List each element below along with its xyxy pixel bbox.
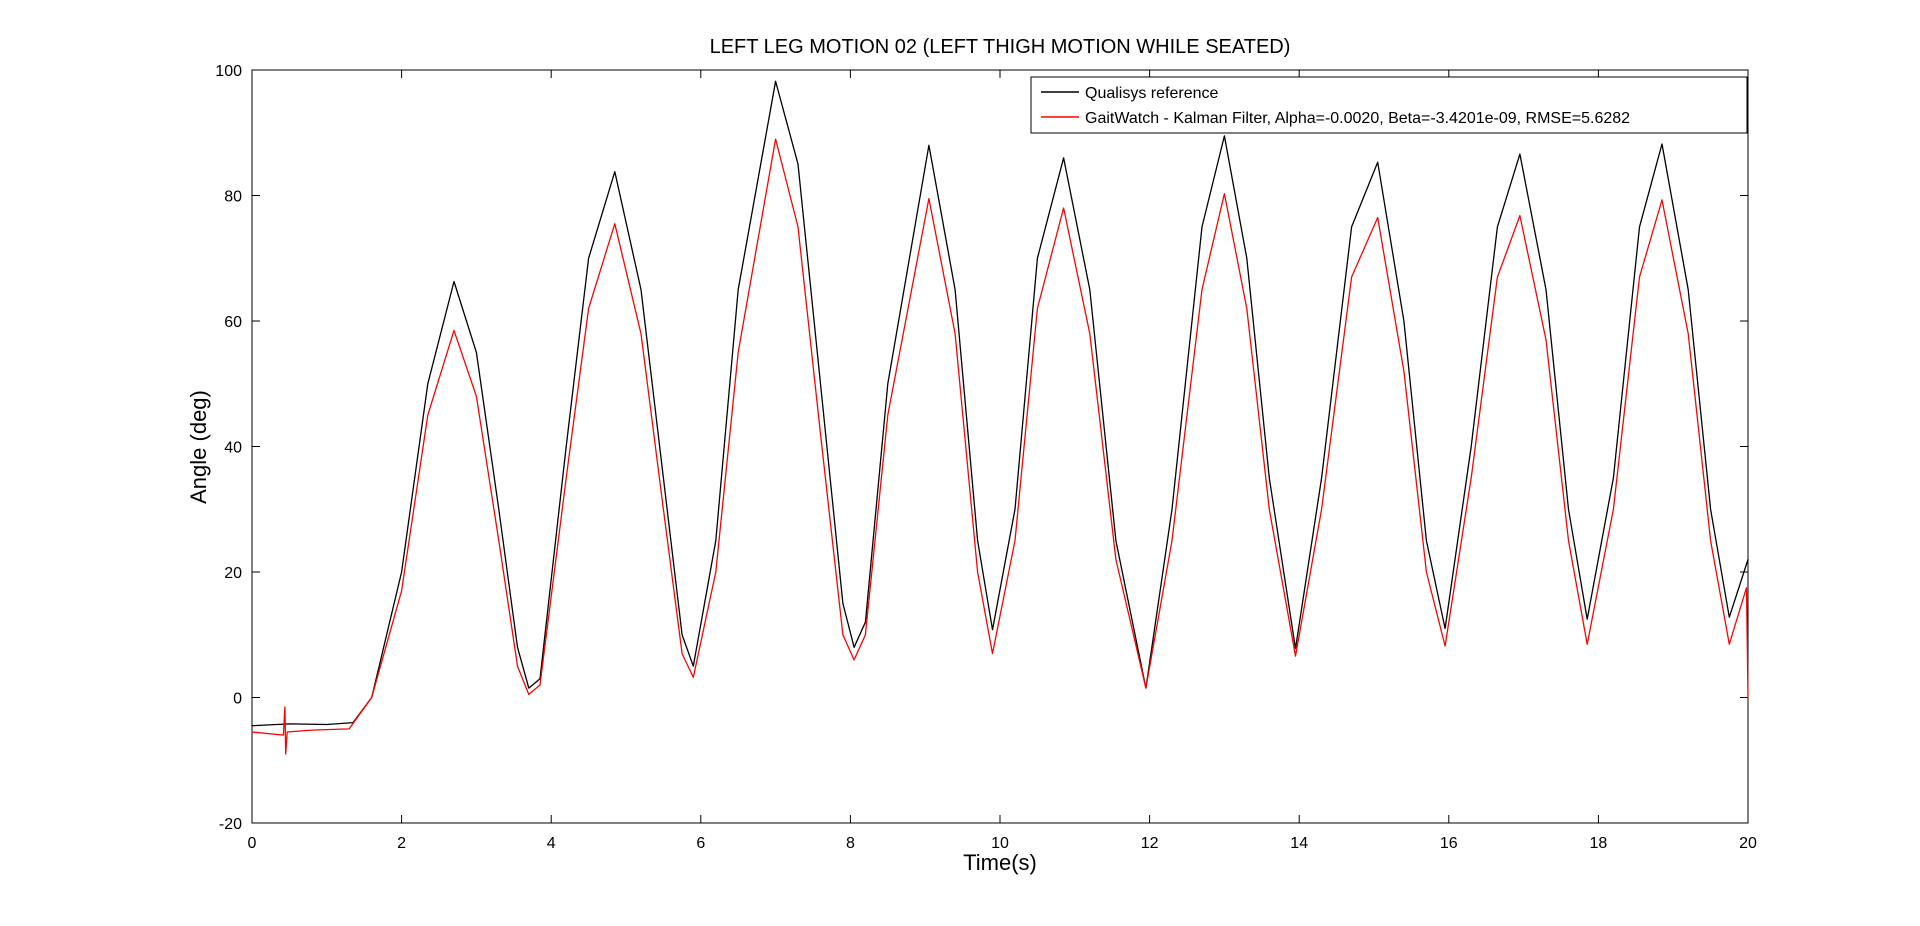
legend: Qualisys reference GaitWatch - Kalman Fil…: [1030, 76, 1748, 134]
legend-entry-2: GaitWatch - Kalman Filter, Alpha=-0.0020…: [1085, 110, 1630, 127]
y-tick-label: 80: [224, 189, 242, 206]
x-tick-label: 12: [1141, 835, 1159, 852]
y-tick-label: 100: [215, 63, 242, 80]
legend-entry-1: Qualisys reference: [1085, 85, 1218, 102]
x-tick-label: 10: [991, 835, 1009, 852]
x-tick-label: 4: [547, 835, 556, 852]
x-axis-label: Time(s): [963, 850, 1037, 875]
y-axis-label: Angle (deg): [186, 390, 211, 504]
chart-title: LEFT LEG MOTION 02 (LEFT THIGH MOTION WH…: [710, 36, 1291, 58]
x-tick-label: 16: [1440, 835, 1458, 852]
x-tick-label: 8: [846, 835, 855, 852]
series-line-1: [251, 80, 1749, 727]
y-tick-label: 40: [224, 440, 242, 457]
x-tick-label: 6: [696, 835, 705, 852]
axis-ticks: 0 2 4 6 8 10 12 14 16 18 20 -20 0 20 40 60 80 100: [215, 63, 1757, 852]
y-tick-label: 20: [224, 565, 242, 582]
series-line-2: [251, 138, 1749, 755]
x-tick-label: 18: [1590, 835, 1608, 852]
y-tick-label: 0: [233, 691, 242, 708]
x-tick-label: 0: [248, 835, 257, 852]
legend-box: [1030, 76, 1748, 134]
series-lines: [251, 80, 1749, 755]
x-tick-label: 14: [1290, 835, 1308, 852]
x-tick-label: 2: [397, 835, 406, 852]
y-tick-label: 60: [224, 314, 242, 331]
x-tick-label: 20: [1739, 835, 1757, 852]
y-tick-label: -20: [219, 816, 242, 833]
